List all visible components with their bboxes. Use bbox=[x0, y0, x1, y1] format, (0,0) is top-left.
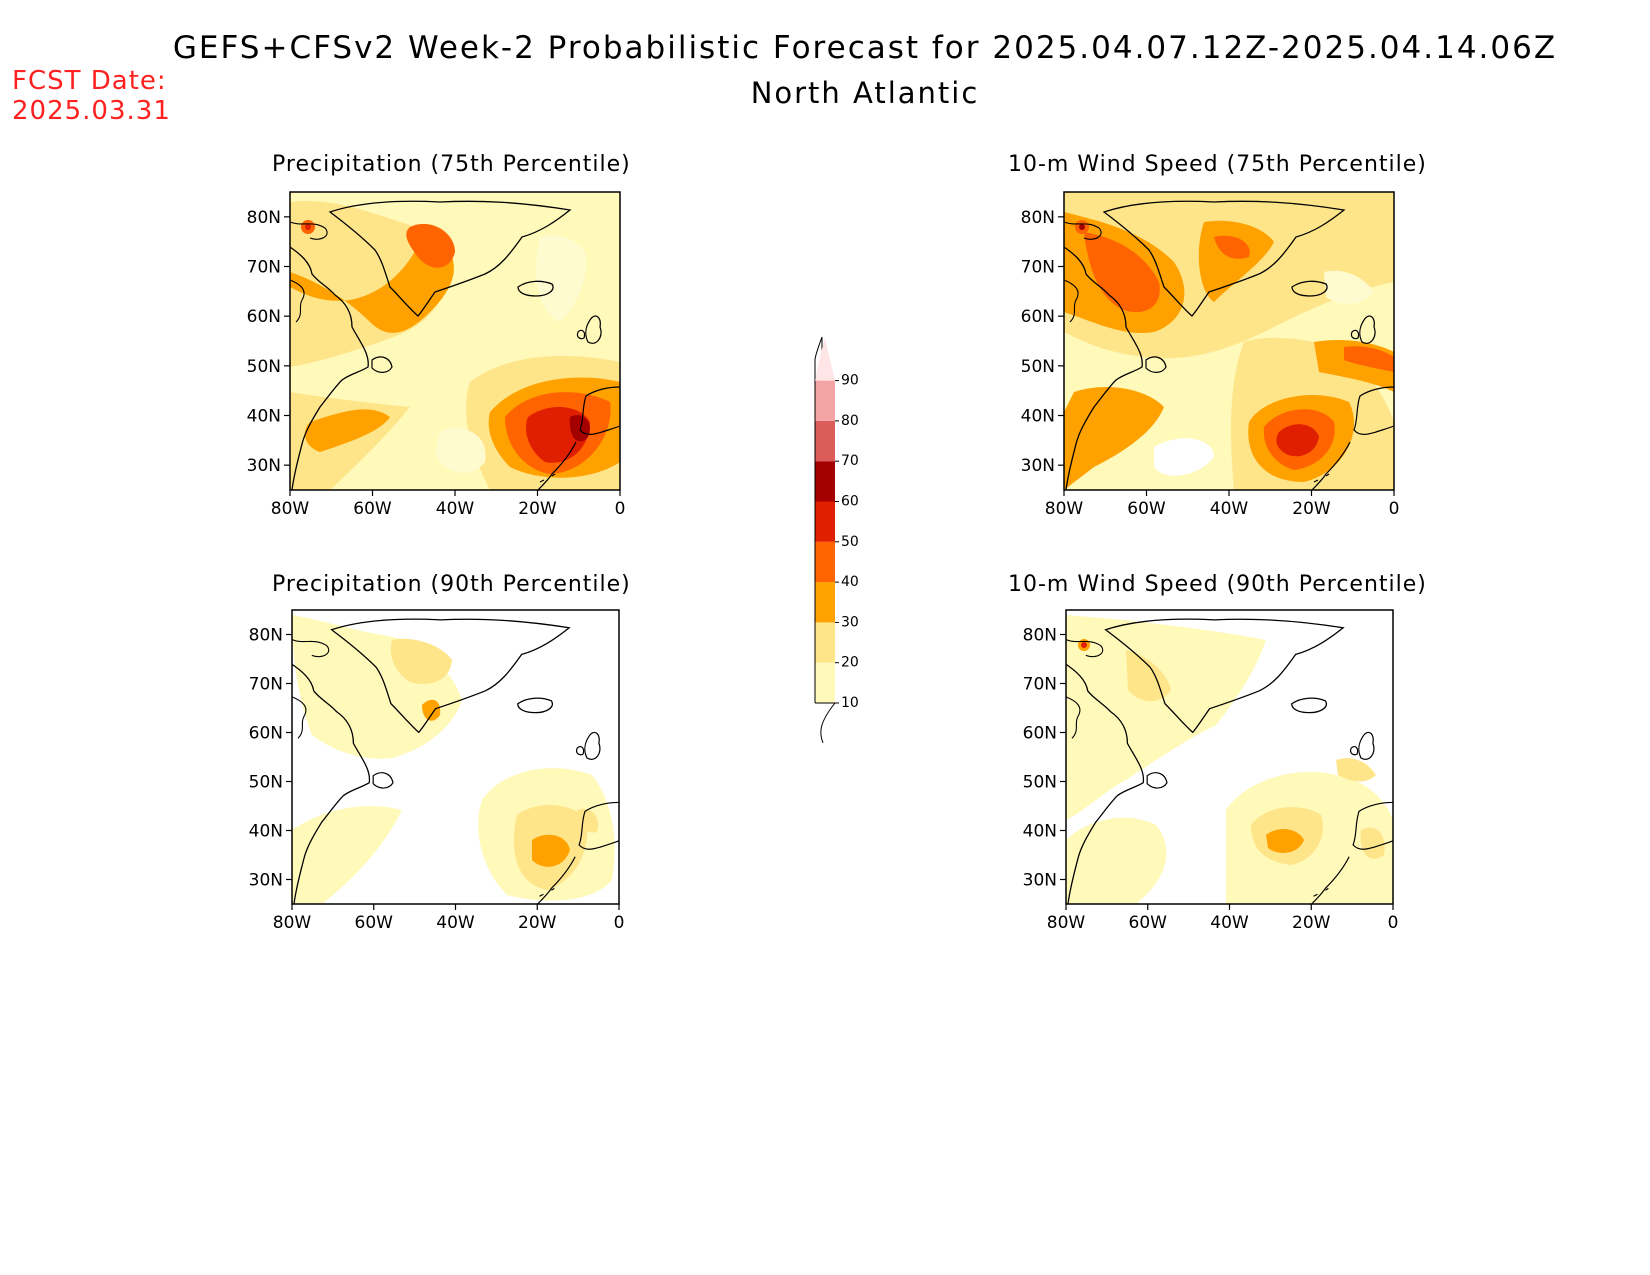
lat-tick-label: 70N bbox=[1021, 258, 1055, 278]
lat-tick-label: 80N bbox=[249, 626, 283, 646]
lat-tick-label: 40N bbox=[247, 407, 281, 427]
colorbar-swatch bbox=[815, 582, 835, 623]
lat-tick-label: 80N bbox=[1023, 626, 1057, 646]
lon-tick-label: 60W bbox=[353, 499, 392, 519]
lat-tick-label: 50N bbox=[1023, 773, 1057, 793]
lon-tick-label: 60W bbox=[355, 913, 394, 933]
lat-tick-label: 70N bbox=[247, 258, 281, 278]
lat-tick-label: 40N bbox=[249, 822, 283, 842]
fcst-date-label: FCST Date: bbox=[12, 66, 167, 96]
lon-tick-label: 80W bbox=[273, 913, 312, 933]
lat-tick-label: 80N bbox=[247, 208, 281, 228]
lon-tick-label: 40W bbox=[436, 913, 475, 933]
lon-tick-label: 0 bbox=[1388, 913, 1399, 933]
lon-tick-label: 80W bbox=[1045, 499, 1084, 519]
colorbar-swatch bbox=[815, 662, 835, 703]
colorbar-swatch bbox=[815, 420, 835, 462]
lon-tick-label: 80W bbox=[1047, 913, 1086, 933]
lat-tick-label: 70N bbox=[249, 675, 283, 695]
lon-tick-label: 40W bbox=[436, 499, 475, 519]
lon-tick-label: 20W bbox=[518, 499, 557, 519]
fcst-date-value: 2025.03.31 bbox=[12, 96, 171, 126]
lon-tick-label: 40W bbox=[1210, 499, 1249, 519]
colorbar-label: 80 bbox=[841, 413, 859, 429]
lon-tick-label: 0 bbox=[1389, 499, 1400, 519]
map-precip-75 bbox=[289, 191, 621, 491]
panel-title-precip-75: Precipitation (75th Percentile) bbox=[272, 152, 631, 177]
lat-tick-label: 60N bbox=[1023, 724, 1057, 744]
lon-tick-label: 80W bbox=[271, 499, 310, 519]
colorbar-swatch bbox=[815, 622, 835, 663]
lat-tick-label: 50N bbox=[1021, 357, 1055, 377]
colorbar-legend: 10 20 30 40 50 60 70 80 90 bbox=[814, 336, 859, 744]
lat-tick-label: 30N bbox=[249, 871, 283, 891]
lat-tick-label: 30N bbox=[1021, 456, 1055, 476]
map-precip-90 bbox=[291, 609, 620, 905]
lat-tick-label: 50N bbox=[247, 357, 281, 377]
axes-layer: 80N 70N 60N 50N 40N 30N 80W 60W 40W 20W 0 80N 70N 60N… bbox=[247, 208, 1400, 933]
lat-tick-label: 40N bbox=[1021, 407, 1055, 427]
colorbar-label: 70 bbox=[841, 453, 859, 469]
lat-tick-label: 60N bbox=[247, 307, 281, 327]
lon-tick-label: 0 bbox=[615, 499, 626, 519]
colorbar-label: 20 bbox=[841, 655, 859, 671]
colorbar-label: 10 bbox=[841, 695, 859, 711]
lat-tick-label: 30N bbox=[247, 456, 281, 476]
colorbar-swatch bbox=[815, 541, 835, 583]
lat-tick-label: 40N bbox=[1023, 822, 1057, 842]
panel-title-wind-90: 10-m Wind Speed (90th Percentile) bbox=[1008, 572, 1427, 597]
lon-tick-label: 20W bbox=[1292, 913, 1331, 933]
lat-tick-label: 60N bbox=[249, 724, 283, 744]
lat-tick-label: 50N bbox=[249, 773, 283, 793]
lat-tick-label: 60N bbox=[1021, 307, 1055, 327]
colorbar-swatch bbox=[815, 461, 835, 502]
panel-title-wind-75: 10-m Wind Speed (75th Percentile) bbox=[1008, 152, 1427, 177]
region-subtitle: North Atlantic bbox=[750, 76, 980, 110]
lon-tick-label: 60W bbox=[1129, 913, 1168, 933]
map-wind-90 bbox=[1065, 609, 1394, 905]
colorbar-label: 40 bbox=[841, 574, 859, 590]
colorbar-top-tip bbox=[815, 338, 835, 381]
lon-tick-label: 20W bbox=[1292, 499, 1331, 519]
panel-title-precip-90: Precipitation (90th Percentile) bbox=[272, 572, 631, 597]
lat-tick-label: 70N bbox=[1023, 675, 1057, 695]
colorbar-label: 30 bbox=[841, 614, 859, 630]
colorbar-bottom-tip bbox=[815, 702, 837, 744]
colorbar-swatch bbox=[815, 501, 835, 542]
colorbar-label: 60 bbox=[841, 494, 859, 510]
lat-tick-label: 30N bbox=[1023, 871, 1057, 891]
lat-tick-label: 80N bbox=[1021, 208, 1055, 228]
main-title: GEFS+CFSv2 Week-2 Probabilistic Forecast… bbox=[172, 30, 1558, 66]
lon-tick-label: 0 bbox=[614, 913, 625, 933]
map-wind-75 bbox=[1063, 191, 1395, 491]
colorbar-swatch bbox=[815, 380, 835, 421]
lon-tick-label: 20W bbox=[518, 913, 557, 933]
colorbar-label: 50 bbox=[841, 534, 859, 550]
lon-tick-label: 40W bbox=[1210, 913, 1249, 933]
colorbar-label: 90 bbox=[841, 373, 859, 389]
lon-tick-label: 60W bbox=[1127, 499, 1166, 519]
